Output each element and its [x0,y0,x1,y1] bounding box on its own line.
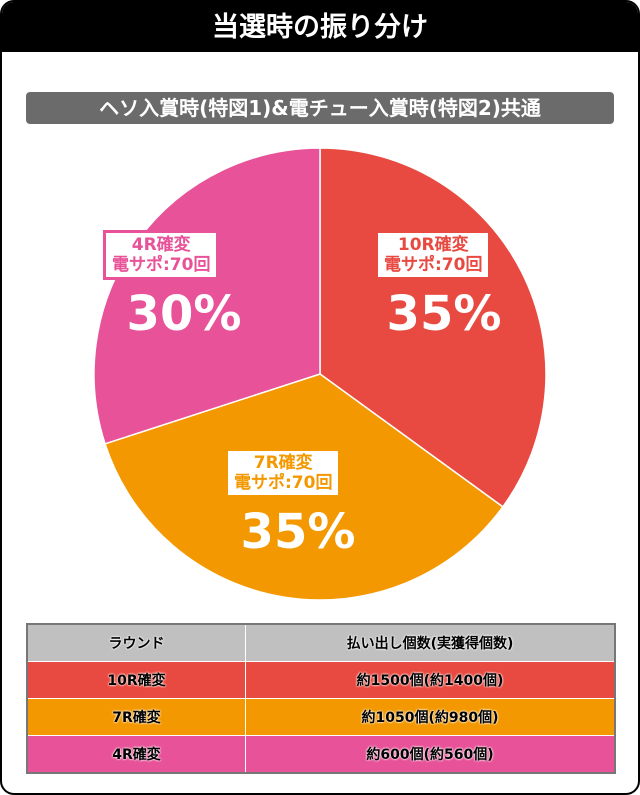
slice-name: 7R確変 [253,453,313,473]
header-payout: 払い出し個数(実獲得個数) [245,623,616,662]
table-row: 7R確変 約1050個(約980個) [26,698,616,736]
cell-payout: 約1500個(約1400個) [245,661,616,699]
page-title: 当選時の振り分け [2,2,638,52]
slice-percent-4r: 30% [126,286,242,342]
slice-percent-7r: 35% [240,504,356,560]
slice-label-10r: 10R確変 電サポ:70回 [375,230,492,280]
slice-sub: 電サポ:70回 [234,473,333,493]
subtitle: ヘソ入賞時(特図1)&電チュー入賞時(特図2)共通 [26,92,614,124]
slice-name: 4R確変 [131,235,191,255]
cell-round: 10R確変 [26,661,246,699]
table-row: 4R確変 約600個(約560個) [26,735,616,774]
table-header: ラウンド 払い出し個数(実獲得個数) [26,623,616,662]
cell-payout: 約1050個(約980個) [245,698,616,736]
payout-table: ラウンド 払い出し個数(実獲得個数) 10R確変 約1500個(約1400個) 7R… [26,623,616,774]
slice-label-7r: 7R確変 電サポ:70回 [225,448,342,498]
slice-name: 10R確変 [397,235,469,255]
slice-sub: 電サポ:70回 [384,255,483,275]
slice-percent-10r: 35% [386,286,502,342]
slice-label-4r: 4R確変 電サポ:70回 [103,230,220,280]
cell-payout: 約600個(約560個) [245,735,616,774]
header-round: ラウンド [26,623,246,662]
table-row: 10R確変 約1500個(約1400個) [26,661,616,699]
cell-round: 4R確変 [26,735,246,774]
slice-sub: 電サポ:70回 [112,255,211,275]
cell-round: 7R確変 [26,698,246,736]
